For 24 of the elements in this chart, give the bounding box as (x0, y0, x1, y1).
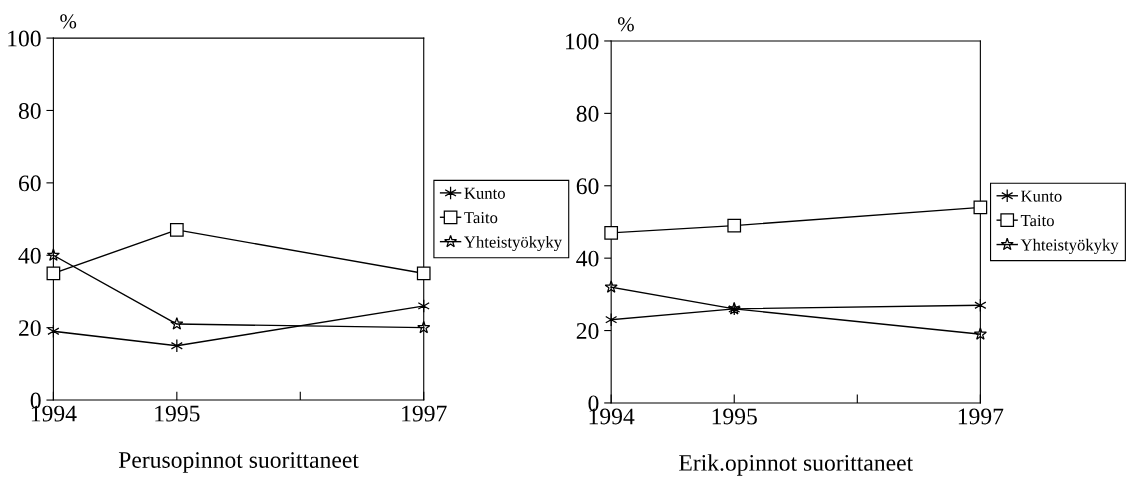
legend-label: Taito (1020, 214, 1054, 227)
x-tick-label: 1997 (402, 405, 447, 422)
x-tick-label: 1995 (155, 405, 200, 422)
y-tick-label: 40 (18, 247, 41, 264)
y-tick-label: 60 (18, 175, 41, 192)
y-tick-label: 20 (576, 323, 599, 339)
y-tick-label: 40 (576, 250, 599, 267)
y-axis-title: % (617, 17, 634, 32)
y-tick-label: 80 (576, 105, 599, 122)
legend-label: Kunto (464, 187, 505, 199)
y-tick-label: 60 (576, 178, 599, 195)
y-tick-label: 100 (566, 33, 599, 50)
x-tick-label: 1995 (712, 408, 757, 425)
x-axis-title: Perusopinnot suorittaneet (118, 452, 359, 473)
legend-label: Kunto (1021, 190, 1062, 202)
y-axis-title: % (60, 14, 77, 29)
legend-label: Yhteistyökyky (1020, 238, 1119, 254)
y-tick-label: 20 (19, 320, 41, 337)
y-tick-label: 100 (8, 30, 41, 47)
y-tick-label: 80 (18, 102, 41, 119)
x-axis-title: Erik.opinnot suorittaneet (679, 454, 914, 476)
legend-label: Yhteistyökyky (464, 235, 562, 252)
x-tick-label: 1997 (958, 408, 1004, 425)
legend-label: Taito (464, 212, 498, 224)
